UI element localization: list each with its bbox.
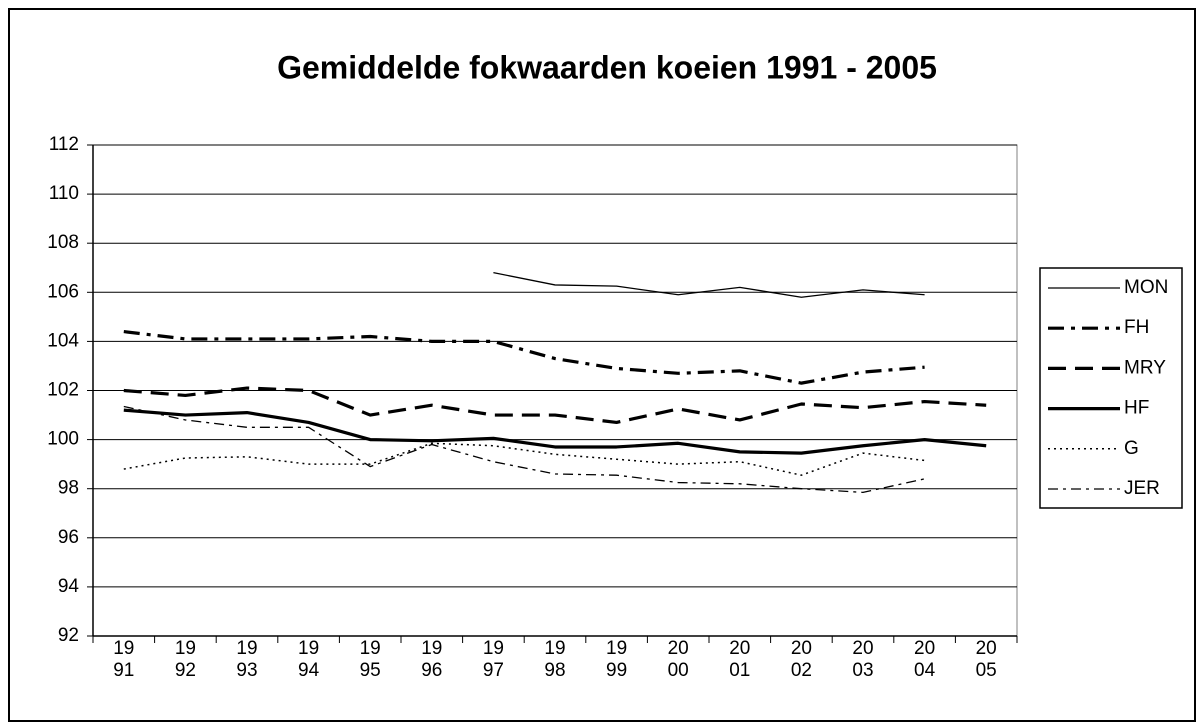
series-line bbox=[123, 329, 925, 385]
x-tick-label: 1998 bbox=[544, 638, 566, 681]
legend-box bbox=[1039, 267, 1183, 509]
legend-label: JER bbox=[1124, 478, 1160, 499]
x-tick-label: 1994 bbox=[298, 638, 320, 681]
legend-label: HF bbox=[1124, 398, 1149, 419]
series-line bbox=[123, 408, 987, 455]
y-tick-label: 104 bbox=[47, 330, 79, 351]
y-tick-label: 96 bbox=[58, 527, 79, 548]
x-tick-label: 1991 bbox=[113, 638, 135, 681]
legend-label: MRY bbox=[1124, 357, 1166, 378]
y-tick-label: 92 bbox=[58, 625, 79, 646]
chart-frame bbox=[8, 8, 1196, 722]
legend-label: G bbox=[1124, 438, 1139, 459]
legend-label: MON bbox=[1124, 277, 1168, 298]
x-tick-label: 1996 bbox=[421, 638, 443, 681]
x-tick-label: 1999 bbox=[606, 638, 628, 681]
chart-title: Gemiddelde fokwaarden koeien 1991 - 2005 bbox=[277, 49, 937, 85]
x-tick-label: 1995 bbox=[359, 638, 381, 681]
x-tick-label: 1997 bbox=[482, 638, 504, 681]
y-tick-label: 112 bbox=[49, 134, 79, 155]
x-tick-label: 2001 bbox=[729, 638, 751, 681]
x-tick-label: 2000 bbox=[667, 638, 689, 681]
y-tick-label: 98 bbox=[58, 478, 79, 499]
series-line bbox=[493, 272, 925, 298]
x-tick-label: 2003 bbox=[852, 638, 874, 681]
legend-label: FH bbox=[1124, 317, 1149, 338]
series-line bbox=[123, 386, 987, 425]
y-tick-label: 108 bbox=[47, 232, 79, 253]
x-tick-label: 1993 bbox=[236, 638, 258, 681]
y-tick-label: 94 bbox=[58, 576, 80, 597]
y-tick-label: 100 bbox=[47, 429, 79, 450]
x-tick-label: 2005 bbox=[975, 638, 997, 681]
x-tick-label: 2004 bbox=[914, 638, 936, 681]
x-tick-label: 1992 bbox=[174, 638, 196, 681]
series-line bbox=[123, 405, 925, 494]
y-tick-label: 110 bbox=[49, 183, 79, 204]
y-tick-label: 102 bbox=[47, 380, 79, 401]
y-tick-label: 106 bbox=[47, 281, 79, 302]
series-line bbox=[123, 442, 925, 476]
x-tick-label: 2002 bbox=[790, 638, 812, 681]
